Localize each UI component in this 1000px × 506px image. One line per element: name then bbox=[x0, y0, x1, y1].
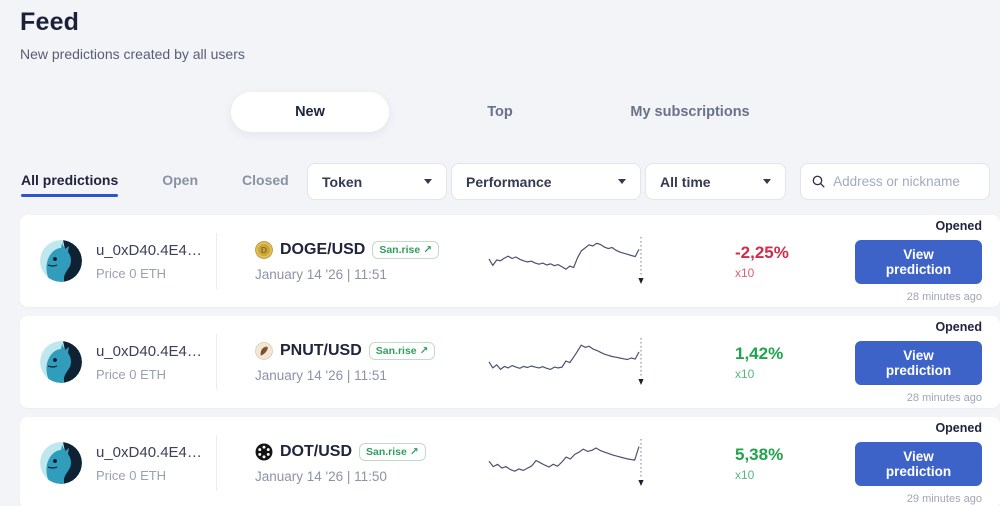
prediction-card: u_0xD40.4E4… Price 0 ETH DOT/USD San.ris… bbox=[20, 417, 1000, 506]
view-prediction-button[interactable]: View prediction bbox=[855, 240, 982, 284]
external-link-icon: ↗ bbox=[409, 445, 419, 458]
action-cell: Opened View prediction 28 minutes ago bbox=[855, 219, 982, 303]
chevron-down-icon bbox=[763, 179, 771, 184]
user-name[interactable]: u_0xD40.4E4… bbox=[96, 443, 202, 461]
token-dropdown-label: Token bbox=[322, 173, 363, 190]
performance-cell: 1,42% x10 bbox=[735, 344, 855, 381]
filter-all-predictions-label: All predictions bbox=[21, 172, 119, 188]
user-price: Price 0 ETH bbox=[96, 366, 167, 382]
external-link-icon: ↗ bbox=[419, 344, 429, 357]
page-title: Feed bbox=[20, 8, 80, 36]
chevron-down-icon bbox=[424, 179, 432, 184]
source-badge-label: San.rise bbox=[379, 243, 421, 256]
performance-dropdown[interactable]: Performance bbox=[451, 163, 641, 200]
token-pair: DOT/USD bbox=[280, 442, 352, 460]
user-name[interactable]: u_0xD40.4E4… bbox=[96, 342, 202, 360]
prediction-card: u_0xD40.4E4… Price 0 ETH PNUT/USD San.ri… bbox=[20, 316, 1000, 408]
source-badge-label: San.rise bbox=[375, 344, 417, 357]
time-range-dropdown-label: All time bbox=[660, 173, 711, 190]
sparkline-chart bbox=[487, 436, 657, 490]
filter-open[interactable]: Open bbox=[162, 172, 198, 197]
filter-closed-label: Closed bbox=[242, 172, 289, 188]
performance-dropdown-label: Performance bbox=[466, 173, 552, 190]
page-header: Feed New predictions created by all user… bbox=[20, 8, 245, 62]
token-pair: PNUT/USD bbox=[280, 341, 362, 359]
doge-coin-icon: D bbox=[255, 240, 273, 259]
time-ago: 28 minutes ago bbox=[906, 291, 982, 303]
user-info: u_0xD40.4E4… Price 0 ETH bbox=[96, 242, 208, 281]
chevron-down-icon bbox=[618, 179, 626, 184]
source-badge-label: San.rise bbox=[366, 445, 407, 458]
avatar[interactable] bbox=[40, 442, 82, 484]
performance-value: -2,25% bbox=[735, 242, 789, 262]
token-pair: DOGE/USD bbox=[280, 240, 366, 258]
user-info: u_0xD40.4E4… Price 0 ETH bbox=[96, 343, 208, 382]
tab-my-subscriptions-label: My subscriptions bbox=[630, 104, 750, 120]
performance-value: 1,42% bbox=[735, 343, 784, 363]
prediction-date: January 14 '26 | 11:50 bbox=[255, 468, 387, 484]
action-cell: Opened View prediction 29 minutes ago bbox=[855, 421, 982, 505]
source-badge[interactable]: San.rise ↗ bbox=[372, 240, 440, 259]
tab-top-label: Top bbox=[487, 104, 513, 120]
token-cell: D DOGE/USD San.rise ↗ January 14 '26 | 1… bbox=[255, 240, 487, 282]
tab-my-subscriptions[interactable]: My subscriptions bbox=[595, 92, 785, 132]
search-box bbox=[800, 163, 990, 200]
divider bbox=[216, 435, 217, 491]
time-ago: 29 minutes ago bbox=[906, 493, 982, 505]
divider bbox=[216, 233, 217, 289]
prediction-card: u_0xD40.4E4… Price 0 ETH D DOGE/USD San.… bbox=[20, 215, 1000, 307]
search-icon bbox=[812, 175, 825, 188]
svg-text:D: D bbox=[261, 245, 267, 255]
source-badge[interactable]: San.rise ↗ bbox=[359, 442, 426, 461]
tab-new[interactable]: New bbox=[231, 92, 389, 132]
token-cell: PNUT/USD San.rise ↗ January 14 '26 | 11:… bbox=[255, 341, 487, 383]
avatar[interactable] bbox=[40, 341, 82, 383]
view-prediction-button[interactable]: View prediction bbox=[855, 341, 982, 385]
prediction-date: January 14 '26 | 11:51 bbox=[255, 266, 387, 282]
performance-cell: -2,25% x10 bbox=[735, 243, 855, 280]
performance-cell: 5,38% x10 bbox=[735, 445, 855, 482]
avatar-image bbox=[40, 240, 82, 282]
external-link-icon: ↗ bbox=[423, 243, 433, 256]
filter-all-predictions[interactable]: All predictions bbox=[21, 172, 119, 197]
pnut-coin-icon bbox=[255, 341, 273, 360]
avatar[interactable] bbox=[40, 240, 82, 282]
search-input[interactable] bbox=[833, 174, 978, 189]
tab-new-label: New bbox=[295, 104, 325, 120]
time-ago: 28 minutes ago bbox=[906, 392, 982, 404]
source-badge[interactable]: San.rise ↗ bbox=[368, 341, 436, 360]
dot-coin-icon bbox=[255, 443, 273, 460]
divider bbox=[216, 334, 217, 390]
tab-top[interactable]: Top bbox=[405, 92, 595, 132]
time-range-dropdown[interactable]: All time bbox=[645, 163, 786, 200]
action-cell: Opened View prediction 28 minutes ago bbox=[855, 320, 982, 404]
status-badge: Opened bbox=[935, 219, 982, 233]
token-cell: DOT/USD San.rise ↗ January 14 '26 | 11:5… bbox=[255, 442, 487, 484]
status-badge: Opened bbox=[935, 320, 982, 334]
performance-multiplier: x10 bbox=[735, 265, 755, 280]
status-badge: Opened bbox=[935, 421, 982, 435]
token-dropdown[interactable]: Token bbox=[307, 163, 447, 200]
avatar-image bbox=[40, 341, 82, 383]
performance-multiplier: x10 bbox=[735, 366, 755, 381]
user-name[interactable]: u_0xD40.4E4… bbox=[96, 241, 202, 259]
user-info: u_0xD40.4E4… Price 0 ETH bbox=[96, 444, 208, 483]
sparkline-chart bbox=[487, 335, 657, 389]
filter-closed[interactable]: Closed bbox=[242, 172, 289, 197]
view-prediction-button[interactable]: View prediction bbox=[855, 442, 982, 486]
filter-open-label: Open bbox=[162, 172, 199, 188]
main-tabs: New Top My subscriptions bbox=[0, 92, 1000, 132]
user-price: Price 0 ETH bbox=[96, 265, 167, 281]
performance-value: 5,38% bbox=[735, 444, 784, 464]
status-filter-tabs: All predictions Open Closed bbox=[21, 172, 289, 197]
user-price: Price 0 ETH bbox=[96, 467, 167, 483]
avatar-image bbox=[40, 442, 82, 484]
sparkline-chart bbox=[487, 234, 657, 288]
page-subtitle: New predictions created by all users bbox=[20, 46, 245, 62]
performance-multiplier: x10 bbox=[735, 467, 755, 482]
prediction-date: January 14 '26 | 11:51 bbox=[255, 367, 387, 383]
